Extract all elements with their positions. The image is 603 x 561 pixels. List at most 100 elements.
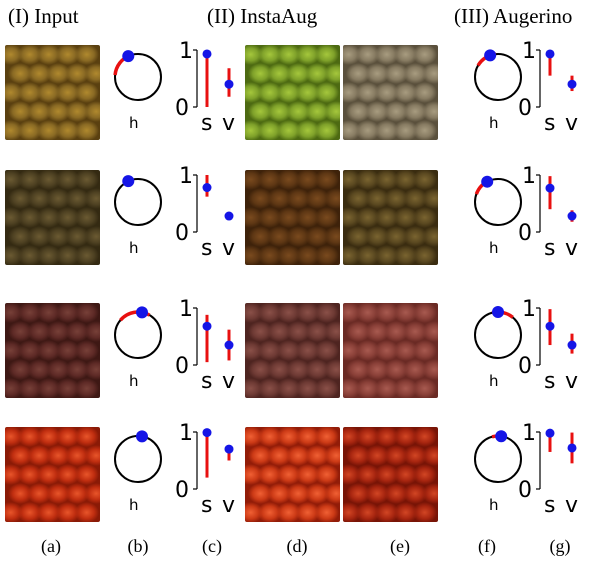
- hue-axis-label: h: [489, 239, 499, 257]
- hue-circle: [114, 53, 162, 101]
- hue-axis-label: h: [489, 372, 499, 390]
- sv-tick-label-bottom: 0: [175, 478, 189, 503]
- column-label-b: (b): [127, 536, 149, 556]
- texture-input: [5, 427, 100, 522]
- sat-point: [202, 428, 212, 438]
- hue-axis-label: h: [489, 114, 499, 132]
- texture-input: [5, 170, 100, 265]
- instaaug-hue-plot: h: [114, 306, 162, 390]
- sat-axis-label: s: [201, 111, 212, 136]
- sv-tick-label-top: 1: [522, 297, 536, 322]
- val-axis-label: v: [222, 111, 235, 136]
- augerino-sv-plot: 1 0s v: [518, 297, 578, 394]
- texture-augerino: [343, 427, 438, 522]
- sat-axis-label: s: [201, 493, 212, 518]
- sv-tick-label-top: 1: [179, 39, 193, 64]
- instaaug-sv-plot: 1 0s v: [175, 39, 235, 136]
- column-label-d: (d): [286, 536, 308, 556]
- column-label-e: (e): [390, 536, 410, 556]
- hue-circle: [474, 178, 522, 226]
- sv-tick-label-bottom: 0: [518, 354, 532, 379]
- hue-circle: [114, 178, 162, 226]
- sat-point: [202, 49, 212, 59]
- hue-circle: [474, 53, 522, 101]
- sv-tick-label-top: 1: [179, 164, 193, 189]
- hue-point: [495, 430, 508, 443]
- val-axis-label: v: [222, 236, 235, 261]
- augerino-hue-plot: h: [474, 306, 522, 390]
- val-point: [567, 211, 577, 221]
- sv-tick-label-top: 1: [522, 164, 536, 189]
- sv-tick-label-bottom: 0: [518, 221, 532, 246]
- column-label-c: (c): [202, 536, 222, 556]
- val-point: [224, 79, 234, 89]
- sat-point: [545, 321, 555, 331]
- sv-tick-label-top: 1: [179, 297, 193, 322]
- hue-point: [122, 50, 135, 63]
- hue-axis-label: h: [129, 372, 139, 390]
- instaaug-sv-plot: 1 0s v: [175, 421, 235, 518]
- val-axis-label: v: [565, 369, 578, 394]
- header-instaaug: (II) InstaAug: [207, 4, 318, 28]
- sat-axis-label: s: [201, 236, 212, 261]
- sat-point: [202, 183, 212, 193]
- hue-point: [484, 49, 497, 62]
- sat-axis-label: s: [201, 369, 212, 394]
- sv-tick-label-top: 1: [522, 421, 536, 446]
- val-axis-label: v: [222, 493, 235, 518]
- augerino-sv-plot: 1 0s v: [518, 164, 578, 261]
- instaaug-hue-plot: h: [113, 50, 162, 132]
- val-point: [567, 79, 577, 89]
- val-axis-label: v: [565, 111, 578, 136]
- sat-axis-label: s: [544, 493, 555, 518]
- column-label-f: (f): [478, 536, 496, 556]
- val-axis-label: v: [222, 369, 235, 394]
- instaaug-sv-plot: 1 0s v: [175, 164, 235, 261]
- val-point: [224, 211, 234, 221]
- hue-circle: [114, 435, 162, 483]
- sat-point: [545, 49, 555, 59]
- hue-axis-label: h: [129, 114, 139, 132]
- texture-instaaug: [245, 170, 340, 265]
- header-augerino: (III) Augerino: [454, 4, 573, 28]
- instaaug-hue-plot: h: [114, 430, 162, 514]
- column-label-g: (g): [549, 536, 571, 556]
- sv-tick-label-top: 1: [522, 39, 536, 64]
- augerino-hue-plot: h: [474, 430, 522, 514]
- instaaug-sv-plot: 1 0s v: [175, 297, 235, 394]
- texture-input: [5, 45, 100, 140]
- val-point: [224, 340, 234, 350]
- texture-augerino: [343, 170, 438, 265]
- sat-point: [545, 183, 555, 193]
- sv-tick-label-bottom: 0: [175, 221, 189, 246]
- texture-input: [5, 303, 100, 398]
- sat-point: [202, 321, 212, 331]
- sat-axis-label: s: [544, 236, 555, 261]
- hue-point: [122, 175, 135, 188]
- sat-axis-label: s: [544, 111, 555, 136]
- sv-tick-label-top: 1: [179, 421, 193, 446]
- hue-circle: [474, 435, 522, 483]
- val-point: [567, 443, 577, 453]
- val-point: [567, 340, 577, 350]
- val-point: [224, 444, 234, 454]
- texture-instaaug: [245, 303, 340, 398]
- sv-tick-label-bottom: 0: [175, 354, 189, 379]
- hue-circle: [474, 311, 522, 359]
- val-axis-label: v: [565, 493, 578, 518]
- column-label-a: (a): [41, 536, 61, 556]
- texture-instaaug: [245, 45, 340, 140]
- augerino-sv-plot: 1 0s v: [518, 421, 578, 518]
- hue-point: [135, 430, 148, 443]
- hue-axis-label: h: [129, 496, 139, 514]
- augerino-sv-plot: 1 0s v: [518, 39, 578, 136]
- sv-tick-label-bottom: 0: [175, 96, 189, 121]
- texture-instaaug: [245, 427, 340, 522]
- instaaug-hue-plot: h: [114, 175, 162, 257]
- hue-point: [492, 306, 504, 318]
- augerino-hue-plot: h: [474, 49, 522, 132]
- header-input: (I) Input: [8, 4, 79, 28]
- hue-axis-label: h: [489, 496, 499, 514]
- val-axis-label: v: [565, 236, 578, 261]
- augerino-hue-plot: h: [474, 175, 522, 257]
